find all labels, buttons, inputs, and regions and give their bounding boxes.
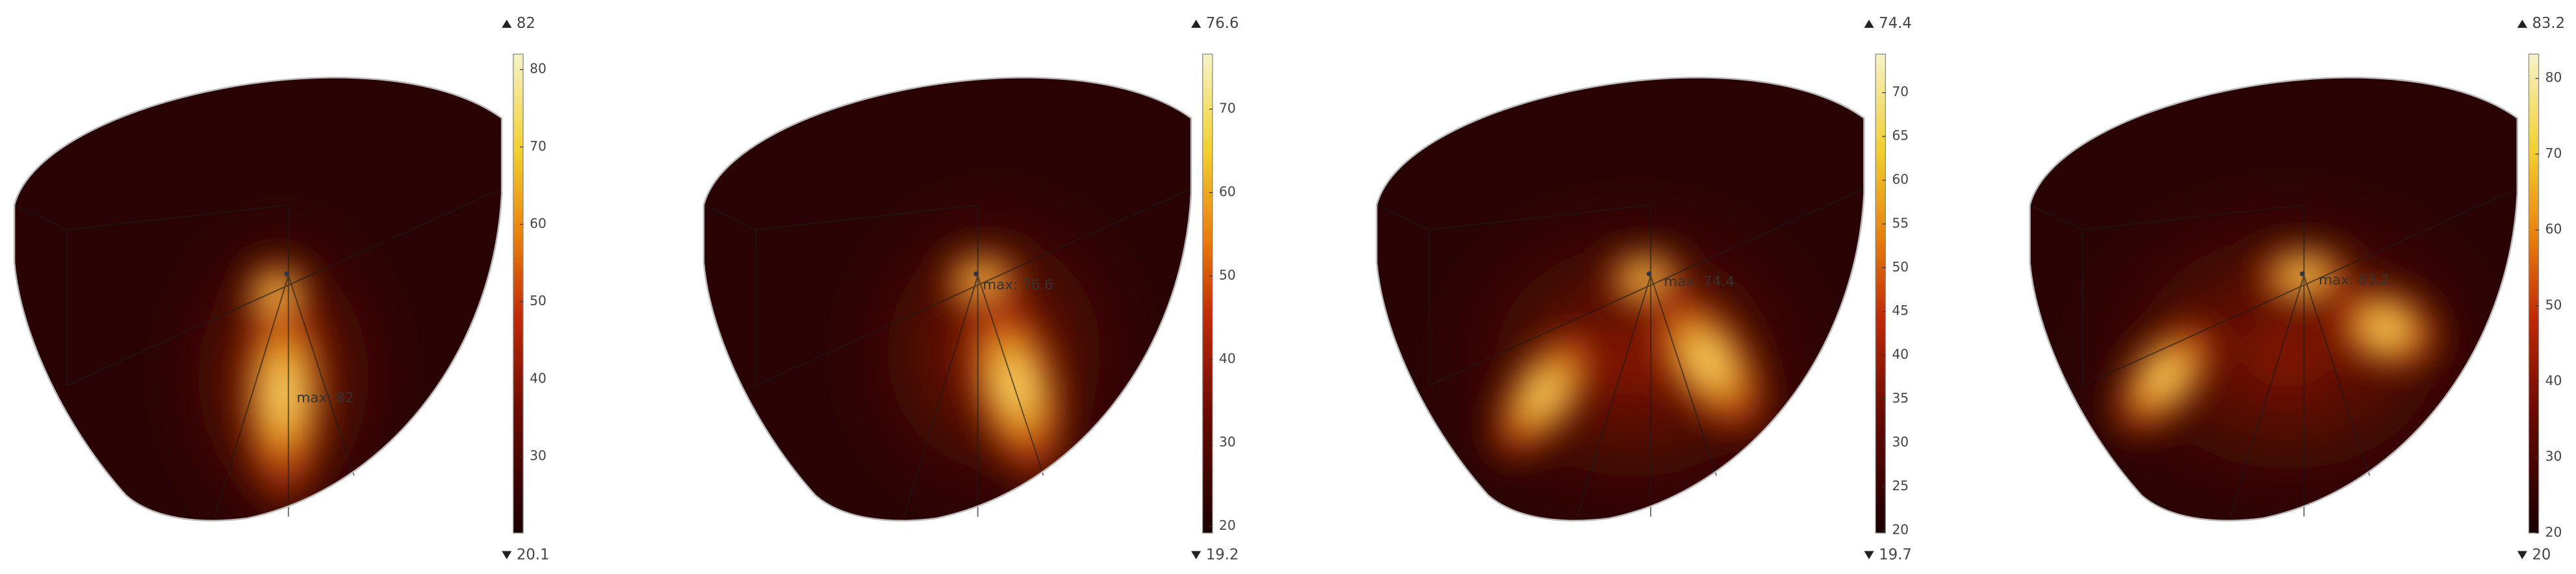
colorbar-tick-label: 40 — [530, 370, 547, 386]
colorbar-max-label: 76.6 — [1206, 15, 1239, 32]
colorbar-tick-label: 60 — [2545, 221, 2562, 237]
colorbar-tick-label: 35 — [1892, 390, 1909, 406]
temperature-field — [152, 197, 415, 521]
edge-lines — [2029, 188, 2518, 517]
colorbar-tick-label: 30 — [2545, 449, 2562, 464]
colorbar-tick-label: 50 — [2545, 297, 2562, 312]
colorbar-tick-label: 60 — [1892, 171, 1909, 187]
colorbar-tick-label: 40 — [2545, 373, 2562, 388]
domain-outline — [702, 77, 1192, 522]
hot-spot — [1482, 316, 1606, 471]
hot-spot — [2103, 309, 2226, 445]
temperature-field — [2057, 172, 2518, 521]
hot-spot — [957, 273, 1075, 497]
colorbar — [513, 53, 524, 534]
colorbar-max-label: 83.2 — [2532, 15, 2565, 32]
colorbar-tick-label: 70 — [1892, 84, 1909, 99]
hot-spot — [240, 254, 313, 336]
colorbar-max-label: 82 — [517, 15, 535, 32]
colorbar-tick-label: 60 — [530, 216, 547, 231]
hot-spot — [2322, 279, 2450, 377]
max-annotation: max: 82 — [296, 390, 354, 406]
hot-spot — [1638, 275, 1778, 447]
max-annotation: max: 74.4 — [1664, 273, 1734, 290]
colorbar-min-label: 19.2 — [1206, 546, 1239, 563]
max-arrow — [502, 19, 512, 28]
colorbar-tick-label: 30 — [1219, 434, 1236, 450]
colorbar-tick-label: 70 — [2545, 145, 2562, 161]
min-arrow — [2517, 551, 2527, 560]
colorbar-tick-label: 30 — [530, 447, 547, 463]
domain-outline — [1376, 77, 1865, 522]
max-annotation: max: 83.2 — [2319, 272, 2389, 288]
panel: max: 83.2 20 30 40 50 60 70 80 83.2 20 — [2029, 15, 2565, 563]
colorbar-min-label: 19.7 — [1879, 546, 1912, 563]
min-arrow — [1191, 551, 1202, 560]
max-point — [973, 271, 979, 277]
colorbar-tick-label: 25 — [1892, 478, 1909, 493]
colorbar-tick-label: 20 — [1892, 521, 1909, 537]
heat-glow — [2057, 172, 2518, 521]
colorbar-tick-label: 70 — [530, 138, 547, 154]
max-arrow — [1864, 19, 1874, 28]
colorbar-tick-label: 65 — [1892, 128, 1909, 144]
panel: max: 74.4 20 25 30 35 40 45 50 55 60 65 70 74.4 19.7 — [1376, 15, 1912, 563]
colorbar-tick-label: 50 — [530, 293, 547, 308]
min-arrow — [502, 551, 512, 560]
domain-outline — [2029, 77, 2519, 522]
max-arrow — [1191, 19, 1202, 28]
max-point — [1646, 271, 1652, 277]
panel: max: 76.6 20 30 40 50 60 70 76.6 19.2 — [702, 15, 1239, 563]
colorbar-tick-label: 80 — [2545, 69, 2562, 85]
panel: max: 82 30 40 50 60 70 80 82 20.1 — [13, 15, 550, 563]
colorbar-tick-label: 70 — [1219, 101, 1236, 116]
colorbar-tick-label: 55 — [1892, 215, 1909, 231]
colorbar-tick-label: 20 — [1219, 518, 1236, 533]
colorbar-tick-label: 40 — [1219, 351, 1236, 366]
domain-outline — [13, 77, 503, 522]
colorbar-tick-label: 30 — [1892, 434, 1909, 449]
colorbar-tick-label: 20 — [2545, 524, 2562, 540]
colorbar-tick-label: 50 — [1219, 268, 1236, 283]
colorbar-tick-label: 60 — [1219, 184, 1236, 199]
edge-lines — [1376, 188, 1864, 517]
edge-lines — [14, 188, 502, 517]
colorbar — [2528, 53, 2540, 534]
colorbar — [1202, 53, 1213, 534]
colorbar-tick-label: 40 — [1892, 347, 1909, 362]
colorbar-min-label: 20.1 — [517, 546, 550, 563]
min-arrow — [1864, 551, 1874, 560]
max-point — [284, 271, 290, 277]
colorbar — [1875, 53, 1886, 534]
temperature-field — [830, 172, 1159, 521]
edge-lines — [703, 188, 1192, 517]
colorbar-tick-label: 45 — [1892, 303, 1909, 318]
colorbar-tick-label: 80 — [530, 61, 547, 77]
max-point — [2300, 271, 2305, 277]
colorbar-min-label: 20 — [2532, 546, 2551, 563]
colorbar-tick-label: 50 — [1892, 259, 1909, 275]
max-annotation: max: 76.6 — [983, 277, 1053, 293]
colorbar-max-label: 74.4 — [1879, 15, 1912, 32]
max-arrow — [2517, 19, 2527, 28]
